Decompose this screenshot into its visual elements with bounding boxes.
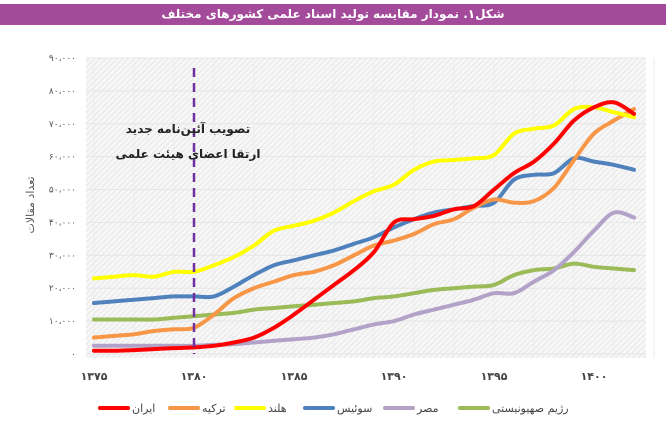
plot-area	[86, 58, 646, 358]
x-tick-label: ۱۳۹۵	[481, 370, 508, 383]
legend-item: مصر	[383, 402, 439, 415]
y-tick-label: ۴۰،۰۰۰	[49, 218, 76, 228]
y-axis-label: تعداد مقالات	[24, 176, 37, 233]
x-tick-label: ۱۳۷۵	[81, 370, 108, 383]
series-line-0	[92, 100, 636, 353]
series-line-1	[92, 107, 636, 340]
series-line-5	[92, 261, 636, 322]
x-tick-label: ۱۳۸۵	[281, 370, 308, 383]
annotation-line-1: تصویب آئین‌نامه جدید	[126, 121, 250, 137]
y-tick-label: ۲۰،۰۰۰	[49, 284, 76, 294]
y-tick-label: ۱۰،۰۰۰	[49, 317, 76, 327]
series-line-2	[92, 104, 636, 281]
figure-title: شکل۱. نمودار مقایسه تولید اسناد علمی کشو…	[0, 4, 666, 25]
legend-label: ترکیه	[202, 402, 226, 415]
legend-label: مصر	[416, 402, 439, 415]
y-tick-label: ۹۰،۰۰۰	[49, 54, 76, 64]
annotation-line-2: ارتقا اعضای هیئت علمی	[116, 147, 261, 161]
x-tick-label: ۱۳۹۰	[381, 370, 408, 383]
legend-item: ایران	[98, 402, 155, 415]
legend-label: رژیم صهیونیستی	[492, 402, 569, 415]
legend-label: ایران	[132, 402, 155, 415]
legend-item: سوئیس	[303, 402, 372, 415]
y-tick-label: ۵۰،۰۰۰	[49, 186, 76, 196]
x-tick-label: ۱۴۰۰	[581, 370, 608, 383]
series-line-3	[92, 155, 636, 306]
y-tick-label: ۰	[71, 350, 76, 360]
legend-item: رژیم صهیونیستی	[458, 402, 569, 415]
legend-item: ترکیه	[168, 402, 226, 415]
legend-label: سوئیس	[337, 402, 372, 415]
y-tick-label: ۶۰،۰۰۰	[49, 153, 76, 163]
x-tick-label: ۱۳۸۰	[181, 370, 208, 383]
y-tick-label: ۸۰،۰۰۰	[49, 87, 76, 97]
y-tick-label: ۷۰،۰۰۰	[49, 120, 76, 130]
y-tick-label: ۳۰،۰۰۰	[49, 251, 76, 261]
legend-item: هلند	[234, 402, 287, 415]
legend-label: هلند	[268, 402, 287, 415]
